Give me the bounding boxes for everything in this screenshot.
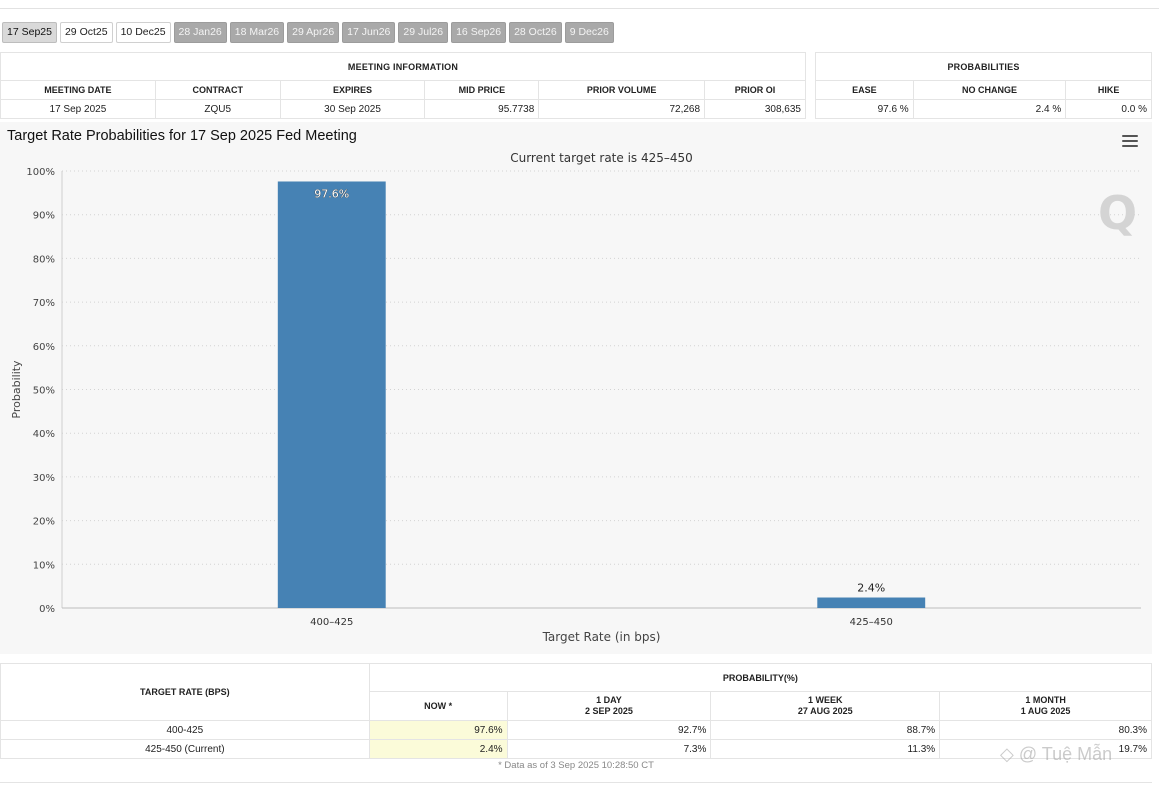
tab-17-jun26[interactable]: 17 Jun26 [342,22,396,43]
meeting-information-table: MEETING INFORMATION MEETING DATE CONTRAC… [0,52,806,119]
x-tick-label: 425–450 [850,617,893,628]
mid-price-value: 95.7738 [424,99,540,119]
y-tick-label: 0% [39,604,55,615]
q-logo-icon: Q [1098,186,1138,240]
data-label: 2.4% [857,582,885,595]
header-meeting-date: MEETING DATE [0,80,156,100]
header-now: NOW * [368,691,508,721]
expires-value: 30 Sep 2025 [279,99,426,119]
x-tick-label: 400–425 [310,617,353,628]
rate-425-450: 425-450 (Current) [0,739,370,759]
x-axis-label: Target Rate (in bps) [542,630,661,644]
ease-value: 97.6 % [815,99,914,119]
header-prior-oi: PRIOR OI [704,80,806,100]
tab-9-dec26[interactable]: 9 Dec26 [564,22,614,43]
header-mid-price: MID PRICE [424,80,540,100]
tab-28-jan26[interactable]: 28 Jan26 [173,22,227,43]
prior-volume-value: 72,268 [538,99,706,119]
chart-title: Target Rate Probabilities for 17 Sep 202… [7,128,357,144]
probability-group-title: PROBABILITY(%) [368,663,1153,692]
y-tick-label: 50% [33,386,55,397]
data-label: 97.6% [314,187,349,200]
watermark: ◇ @ Tuệ Mẫn [1000,744,1113,764]
tab-16-sep26[interactable]: 16 Sep26 [451,22,507,43]
contract-value: ZQU5 [154,99,281,119]
meeting-tabs: 17 Sep25 29 Oct25 10 Dec25 28 Jan26 18 Mar26… [2,22,614,43]
tab-17-sep25[interactable]: 17 Sep25 [2,22,57,43]
header-target-rate: TARGET RATE (BPS) [0,663,370,721]
y-axis-label: Probability [10,360,23,419]
data-timestamp-footnote: * Data as of 3 Sep 2025 10:28:50 CT [498,760,654,771]
prior-oi-value: 308,635 [704,99,806,119]
target-rate-chart: Current target rate is 425–450 0% 10% 20% 30… [0,122,1152,654]
bar-400–425 [277,181,386,608]
y-tick-label: 100% [26,167,55,178]
chart-canvas: Current target rate is 425–450 0% 10% 20% 30… [10,151,1141,644]
probabilities-title: PROBABILITIES [815,52,1152,81]
header-contract: CONTRACT [154,80,281,100]
now-value-425-450: 2.4% [368,739,508,759]
1-month-value-400-425: 80.3% [939,720,1152,740]
y-tick-label: 20% [33,517,55,528]
1-day-value-425-450: 7.3% [506,739,712,759]
now-value-400-425: 97.6% [368,720,508,740]
y-tick-label: 40% [33,429,55,440]
header-1-month: 1 MONTH 1 AUG 2025 [939,691,1152,721]
y-tick-label: 90% [33,211,55,222]
y-tick-label: 10% [33,560,55,571]
1-week-value-400-425: 88.7% [710,720,941,740]
1-month-value-425-450: 19.7% [939,739,1152,759]
y-tick-label: 80% [33,254,55,265]
tab-29-jul26[interactable]: 29 Jul26 [398,22,449,43]
header-hike: HIKE [1065,80,1152,100]
header-1-day: 1 DAY 2 SEP 2025 [506,691,712,721]
no-change-value: 2.4 % [912,99,1067,119]
header-expires: EXPIRES [279,80,426,100]
header-ease: EASE [815,80,914,100]
tab-28-oct26[interactable]: 28 Oct26 [509,22,562,43]
meeting-date-value: 17 Sep 2025 [0,99,156,119]
hike-value: 0.0 % [1065,99,1152,119]
1-day-value-400-425: 92.7% [506,720,712,740]
tab-10-dec25[interactable]: 10 Dec25 [115,22,171,43]
probabilities-table: PROBABILITIES EASE NO CHANGE HIKE 97.6 %… [815,52,1152,119]
rate-400-425: 400-425 [0,720,370,740]
tab-29-apr26[interactable]: 29 Apr26 [287,22,340,43]
meeting-information-title: MEETING INFORMATION [0,52,806,81]
hamburger-menu-icon[interactable] [1122,135,1138,147]
1-week-value-425-450: 11.3% [710,739,941,759]
bar-425–450 [817,597,926,608]
y-tick-label: 60% [33,342,55,353]
chart-subtitle: Current target rate is 425–450 [510,151,693,165]
top-divider [0,8,1159,9]
y-tick-label: 70% [33,298,55,309]
probability-history-table: TARGET RATE (BPS) PROBABILITY(%) NOW * 1… [0,663,1153,759]
tab-29-oct25[interactable]: 29 Oct25 [59,22,113,43]
header-no-change: NO CHANGE [912,80,1067,100]
header-1-week: 1 WEEK 27 AUG 2025 [710,691,941,721]
y-tick-label: 30% [33,473,55,484]
header-prior-volume: PRIOR VOLUME [538,80,706,100]
tab-18-mar26[interactable]: 18 Mar26 [229,22,285,43]
bottom-divider [0,782,1152,783]
